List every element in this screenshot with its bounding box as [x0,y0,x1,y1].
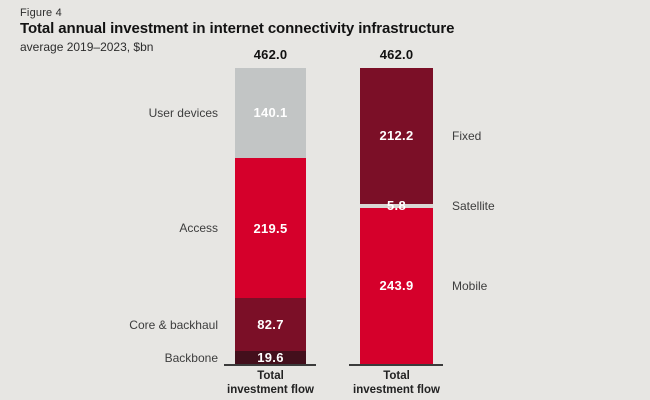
segment-value-label: 140.1 [253,105,288,121]
x-axis-label: Total investment flow [201,369,341,397]
category-label: Fixed [452,128,482,143]
x-axis-label: Total investment flow [327,369,467,397]
category-label: Mobile [452,278,488,293]
segment-value-label: 82.7 [257,317,284,333]
stacked-bar: 212.2 5.8 243.9 [360,68,433,364]
x-axis-label-line: investment flow [227,384,314,396]
category-label: Core & backhaul [129,317,218,332]
bar-segment: 140.1 [235,68,306,158]
segment-value-label: 219.5 [253,220,288,236]
x-axis-label-line: Total [383,370,410,382]
segment-value-label: 212.2 [379,128,414,144]
category-label: Access [179,221,218,236]
x-axis-baseline [349,364,443,366]
segment-value-label: 243.9 [379,278,414,294]
segment-value-label: 19.6 [257,350,284,366]
category-label: Backbone [164,350,218,365]
bar-segment: 212.2 [360,68,433,204]
figure-label: Figure 4 [20,7,62,19]
category-label: Satellite [452,198,495,213]
x-axis-label-line: Total [257,370,284,382]
x-axis-label-line: investment flow [353,384,440,396]
x-axis-baseline [224,364,316,366]
stacked-bar: 140.1 219.5 82.7 19.6 [235,68,306,366]
category-label: User devices [148,105,218,120]
bar-segment: 19.6 [235,350,306,366]
total-value-label: 462.0 [253,47,288,62]
bar-segment: 5.8 [360,198,433,213]
bar-segment: 219.5 [235,157,306,299]
total-value-label: 462.0 [379,47,414,62]
segment-value-label: 5.8 [387,198,406,214]
bar-segment: 82.7 [235,298,306,352]
chart-title: Total annual investment in internet conn… [20,20,455,37]
bar-segment: 243.9 [360,207,433,364]
chart-subtitle: average 2019–2023, $bn [20,40,154,54]
